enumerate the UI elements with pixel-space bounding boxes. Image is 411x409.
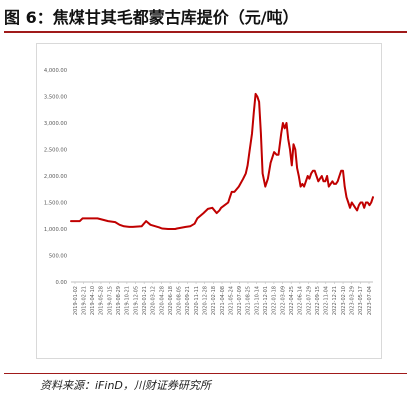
x-tick-label: 2020-12-28 — [203, 286, 209, 315]
x-tick-label: 2022-01-18 — [272, 286, 278, 315]
x-tick-label: 2019-05-28 — [99, 286, 105, 315]
x-tick-label: 2023-03-29 — [350, 286, 356, 315]
x-tick-label: 2022-07-29 — [306, 286, 312, 315]
chart-area: 0.00 500.00 1,000.00 1,500.00 2,000.00 2,500.… — [36, 43, 382, 359]
y-tick-label: 3,500.00 — [44, 95, 67, 101]
title-rule — [4, 31, 407, 33]
x-tick-label: 2021-02-18 — [211, 286, 217, 315]
x-tick-label: 2020-11-11 — [194, 286, 200, 315]
y-tick-label: 4,000.00 — [44, 68, 67, 74]
x-tick-label: 2020-09-21 — [185, 286, 191, 315]
y-tick-label: 0.00 — [55, 280, 67, 286]
y-tick-label: 500.00 — [49, 254, 67, 260]
x-tick-label: 2021-04-08 — [220, 286, 226, 315]
x-tick-label: 2020-08-05 — [177, 286, 183, 315]
y-tick-label: 2,500.00 — [44, 148, 67, 154]
x-tick-label: 2022-11-04 — [324, 286, 330, 315]
x-tick-label: 2020-06-18 — [168, 286, 174, 315]
x-tick-label: 2022-09-15 — [315, 286, 321, 315]
x-tick-label: 2022-03-09 — [280, 286, 286, 315]
y-tick-label: 2,000.00 — [44, 174, 67, 180]
x-tick-label: 2019-12-05 — [133, 286, 139, 315]
series-line-0 — [70, 92, 374, 230]
source-note: 资料来源：iFinD，川财证券研究所 — [40, 379, 211, 392]
x-tick-label: 2019-02-21 — [81, 286, 87, 315]
x-tick-label: 2019-04-10 — [90, 286, 96, 315]
source-rule — [4, 373, 407, 374]
x-tick-label: 2019-10-21 — [125, 286, 131, 315]
x-tick-label: 2020-03-12 — [151, 286, 157, 315]
x-tick-label: 2021-08-25 — [246, 286, 252, 315]
x-tick-label: 2020-04-28 — [159, 286, 165, 315]
x-tick-label: 2019-08-29 — [116, 286, 122, 315]
y-tick-label: 3,000.00 — [44, 121, 67, 127]
x-tick-label: 2019-01-02 — [73, 286, 79, 315]
line-chart: 0.00 500.00 1,000.00 1,500.00 2,000.00 2,500.… — [44, 68, 374, 315]
y-tick-label: 1,000.00 — [44, 227, 67, 233]
y-tick-label: 1,500.00 — [44, 201, 67, 207]
x-tick-label: 2021-07-09 — [237, 286, 243, 315]
x-tick-label: 2020-01-21 — [142, 286, 148, 315]
x-tick-label: 2023-02-10 — [341, 286, 347, 315]
x-tick-label: 2022-06-14 — [298, 286, 304, 315]
x-tick-label: 2021-12-01 — [263, 286, 269, 315]
x-tick-label: 2021-05-24 — [228, 286, 234, 315]
x-tick-label: 2022-04-25 — [289, 286, 295, 315]
x-tick-label: 2019-07-15 — [107, 286, 113, 315]
x-tick-label: 2023-07-04 — [367, 286, 373, 315]
x-tick-label: 2023-05-17 — [358, 286, 364, 315]
x-tick-label: 2022-12-21 — [332, 286, 338, 315]
x-tick-label: 2021-10-14 — [254, 286, 260, 315]
figure-title: 图 6：焦煤甘其毛都蒙古库提价（元/吨） — [4, 8, 299, 27]
